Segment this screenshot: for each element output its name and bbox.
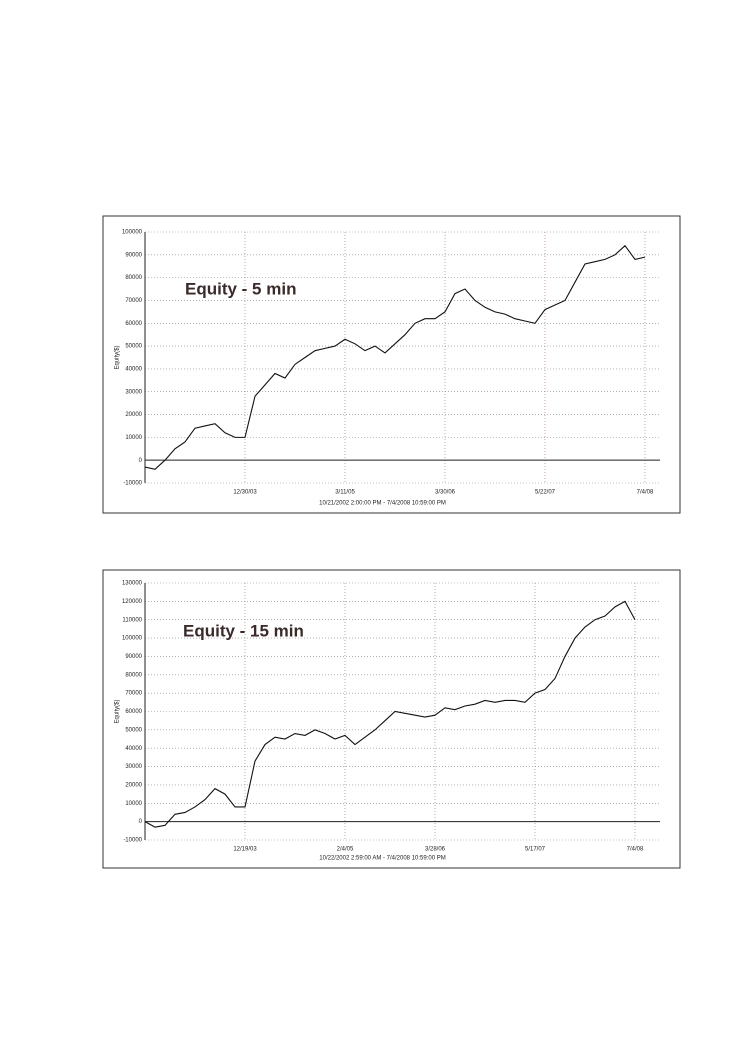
y-tick-label: 60000 — [125, 709, 142, 715]
y-tick-label: 130000 — [122, 581, 143, 587]
x-tick-label: 5/22/07 — [535, 490, 556, 496]
y-tick-label: -10000 — [123, 838, 142, 844]
y-tick-label: 20000 — [125, 783, 142, 789]
y-tick-label: 80000 — [125, 275, 142, 281]
y-tick-label: 80000 — [125, 672, 142, 678]
y-tick-label: 70000 — [125, 691, 142, 697]
equity-line — [144, 244, 646, 470]
chart-annotation: Equity - 5 min — [185, 279, 296, 298]
chart-annotation: Equity - 15 min — [183, 621, 304, 640]
x-axis-subtitle: 10/21/2002 2:00:00 PM - 7/4/2008 10:59:0… — [319, 501, 446, 507]
y-tick-label: 90000 — [125, 654, 142, 660]
x-tick-label: 3/28/06 — [425, 847, 446, 853]
x-tick-label: 12/19/03 — [233, 847, 257, 853]
y-tick-label: 90000 — [125, 252, 142, 258]
y-tick-label: 10000 — [125, 801, 142, 807]
x-tick-label: 2/4/05 — [337, 847, 354, 853]
x-tick-label: 5/17/07 — [525, 847, 546, 853]
x-axis-subtitle: 10/22/2002 2:59:00 AM - 7/4/2008 10:59:0… — [319, 856, 445, 862]
x-tick-label: 12/30/03 — [233, 490, 257, 496]
x-tick-label: 3/30/06 — [435, 490, 456, 496]
y-tick-label: 20000 — [125, 412, 142, 418]
y-tick-label: 60000 — [125, 321, 142, 327]
x-tick-label: 3/11/05 — [335, 490, 355, 496]
y-axis-label: Equity($) — [115, 699, 121, 723]
x-tick-label: 7/4/08 — [627, 847, 644, 853]
chart-frame — [102, 569, 681, 869]
y-tick-label: 40000 — [125, 746, 142, 752]
x-tick-label: 7/4/08 — [637, 490, 654, 496]
y-tick-label: 30000 — [125, 389, 142, 395]
y-tick-label: 120000 — [122, 599, 143, 605]
y-tick-label: -10000 — [123, 481, 142, 487]
y-tick-label: 50000 — [125, 344, 142, 350]
equity-line — [144, 600, 636, 828]
y-tick-label: 100000 — [122, 636, 143, 642]
y-tick-label: 0 — [139, 819, 143, 825]
y-tick-label: 100000 — [122, 230, 143, 236]
y-tick-label: 40000 — [125, 366, 142, 372]
y-tick-label: 70000 — [125, 298, 142, 304]
y-tick-label: 50000 — [125, 727, 142, 733]
y-tick-label: 110000 — [122, 617, 142, 623]
y-axis-label: Equity($) — [115, 345, 121, 369]
y-tick-label: 30000 — [125, 764, 142, 770]
y-tick-label: 0 — [139, 458, 143, 464]
y-tick-label: 10000 — [125, 435, 142, 441]
chart-frame — [102, 215, 681, 514]
